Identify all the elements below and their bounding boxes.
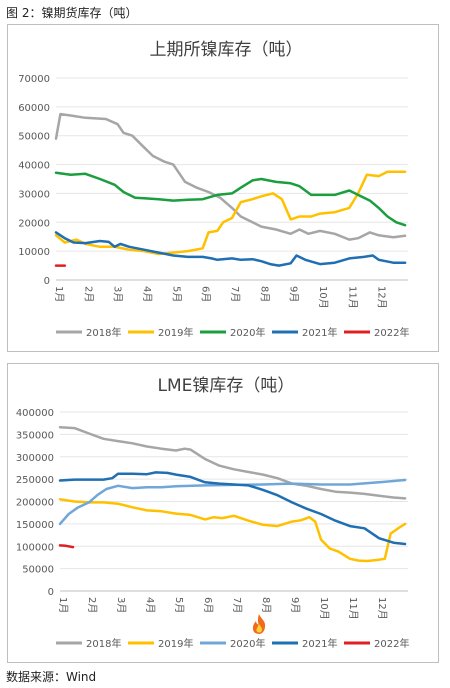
x-tick-label: 3月: [115, 597, 127, 613]
y-tick-label: 10000: [18, 247, 50, 258]
legend-label: 2018年: [86, 326, 121, 339]
legend-label: 2022年: [374, 326, 409, 339]
y-tick-label: 0: [44, 276, 50, 287]
x-tick-label: 9月: [288, 286, 300, 302]
y-tick-label: 0: [48, 587, 54, 598]
x-tick-label: 4月: [141, 286, 153, 302]
x-tick-label: 7月: [231, 597, 243, 613]
y-tick-label: 70000: [18, 74, 50, 85]
legend-label: 2018年: [86, 637, 121, 650]
x-tick-label: 3月: [112, 286, 124, 302]
x-tick-label: 2月: [86, 597, 98, 613]
y-tick-label: 250000: [16, 475, 54, 486]
y-tick-label: 150000: [16, 520, 54, 531]
x-tick-label: 8月: [258, 286, 270, 302]
legend-label: 2022年: [374, 637, 409, 650]
x-tick-label: 10月: [317, 286, 329, 309]
series-line-2021年: [58, 471, 407, 546]
series-line-2018年: [58, 425, 407, 500]
x-tick-label: 6月: [202, 597, 214, 613]
x-tick-label: 8月: [260, 597, 272, 613]
legend-label: 2021年: [302, 637, 337, 650]
y-tick-label: 60000: [18, 103, 50, 114]
x-tick-label: 10月: [318, 597, 330, 620]
x-tick-label: 5月: [170, 286, 182, 302]
series-line-2019年: [58, 498, 407, 563]
y-tick-label: 200000: [16, 498, 54, 509]
figure-title: 图 2：镍期货库存（吨）: [6, 6, 138, 20]
y-tick-label: 350000: [16, 430, 54, 441]
x-tick-label: 12月: [376, 286, 388, 309]
legend-label: 2019年: [158, 637, 193, 650]
lme-nickel-inventory-chart: LME镍库存（吨） 0 50000 100000 150000 200000 250000 3…: [16, 376, 410, 650]
x-tick-label: 11月: [347, 597, 359, 620]
x-tick-label: 12月: [376, 597, 388, 620]
chart-title: LME镍库存（吨）: [158, 376, 295, 396]
series-line-2022年: [58, 544, 75, 549]
series-line-2020年: [54, 171, 407, 227]
y-tick-label: 30000: [18, 189, 50, 200]
legend-label: 2019年: [158, 326, 193, 339]
x-tick-label: 4月: [144, 597, 156, 613]
x-tick-label: 1月: [57, 597, 69, 613]
x-tick-label: 5月: [173, 597, 185, 613]
shfe-nickel-inventory-chart: 上期所镍库存（吨） 0 10000 20000 30000 40000 50000 60000…: [18, 40, 409, 339]
y-tick-label: 300000: [16, 453, 54, 464]
x-tick-label: 11月: [346, 286, 358, 309]
chart-title: 上期所镍库存（吨）: [150, 40, 303, 60]
series-line-2021年: [54, 231, 407, 267]
legend-label: 2020年: [230, 637, 265, 650]
lme-chart-panel: LME镍库存（吨） 0 50000 100000 150000 200000 250000 3…: [7, 363, 439, 663]
source-note: 数据来源：Wind: [6, 670, 97, 684]
flame-icon: [252, 614, 266, 634]
x-tick-label: 7月: [229, 286, 241, 302]
x-tick-label: 1月: [53, 286, 65, 302]
y-tick-label: 100000: [16, 542, 54, 553]
series-line-2018年: [54, 112, 407, 241]
y-tick-label: 50000: [18, 132, 50, 143]
y-tick-label: 400000: [16, 408, 54, 419]
series-line-2020年: [58, 478, 407, 526]
y-tick-label: 50000: [22, 565, 54, 576]
legend-label: 2021年: [302, 326, 337, 339]
shfe-chart-panel: 上期所镍库存（吨） 0 10000 20000 30000 40000 50000 60000…: [7, 24, 439, 352]
series-line-2019年: [54, 170, 407, 256]
y-tick-label: 40000: [18, 161, 50, 172]
x-tick-label: 6月: [200, 286, 212, 302]
x-tick-label: 9月: [289, 597, 301, 613]
x-tick-label: 2月: [82, 286, 94, 302]
legend-label: 2020年: [230, 326, 265, 339]
y-tick-label: 20000: [18, 218, 50, 229]
